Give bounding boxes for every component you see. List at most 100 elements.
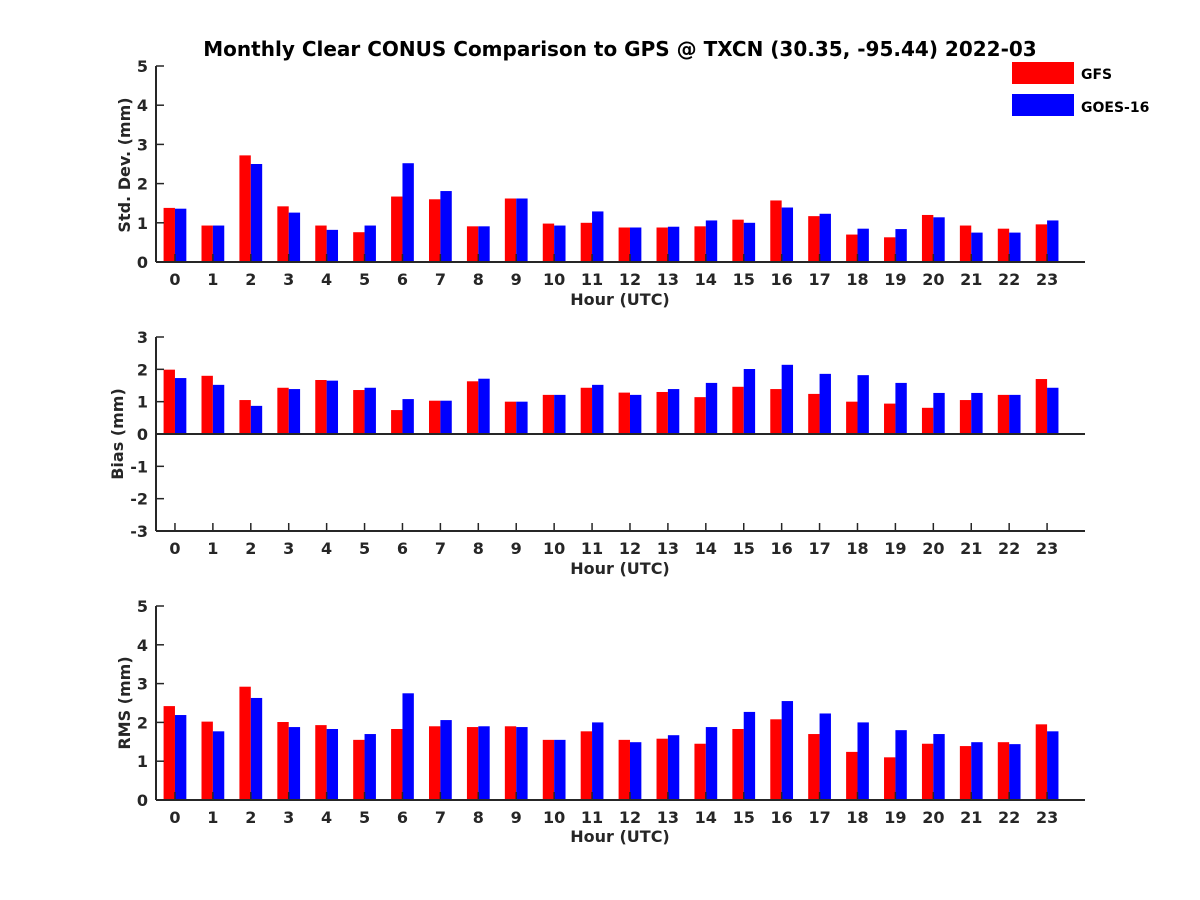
rms-bar-gfs-5: [353, 739, 365, 800]
bias-bar-goes16-5: [364, 387, 376, 434]
std-dev-bar-gfs-6: [391, 196, 403, 262]
std-dev-bar-goes16-2: [250, 164, 263, 262]
std-dev-ytick-label: 5: [137, 57, 148, 76]
std-dev-bar-goes16-1: [212, 225, 225, 262]
bias-xtick-label: 7: [435, 539, 446, 558]
std-dev-bar-goes16-0: [174, 208, 187, 262]
std-dev-bar-gfs-17: [808, 216, 820, 262]
rms-bar-gfs-11: [580, 731, 593, 800]
std-dev-bar-gfs-19: [884, 237, 896, 262]
bias-bar-gfs-3: [277, 387, 289, 434]
bias-xtick-label: 8: [473, 539, 484, 558]
std-dev-xtick-label: 6: [397, 270, 408, 289]
bias-xtick-label: 17: [808, 539, 830, 558]
std-dev-xtick-label: 8: [473, 270, 484, 289]
rms-bar-gfs-7: [429, 726, 441, 800]
std-dev-bar-goes16-14: [705, 220, 718, 262]
bias-xtick-label: 18: [846, 539, 868, 558]
bias-bar-gfs-11: [580, 387, 593, 434]
std-dev-bar-gfs-13: [656, 227, 668, 262]
rms-xtick-label: 18: [846, 808, 868, 827]
bias-xtick-label: 16: [771, 539, 793, 558]
bias-bar-gfs-23: [1035, 379, 1048, 434]
bias-bar-goes16-13: [667, 389, 680, 434]
rms-xtick-label: 10: [543, 808, 565, 827]
std-dev-bar-goes16-17: [819, 213, 831, 262]
bias-bar-gfs-12: [618, 392, 630, 434]
std-dev-xtick-label: 15: [733, 270, 755, 289]
rms-xtick-label: 5: [359, 808, 370, 827]
rms-xtick-label: 23: [1036, 808, 1058, 827]
rms-xtick-label: 11: [581, 808, 603, 827]
bias-xtick-label: 0: [169, 539, 180, 558]
bias-ytick-label: -1: [130, 457, 148, 476]
bias-xtick-label: 6: [397, 539, 408, 558]
bias-xtick-label: 19: [884, 539, 906, 558]
rms-bar-goes16-21: [971, 742, 983, 800]
bias-ytick-label: 2: [137, 360, 148, 379]
rms-xtick-label: 22: [998, 808, 1020, 827]
bias-xtick-label: 20: [922, 539, 944, 558]
bias-bar-goes16-0: [174, 378, 187, 434]
rms-bar-goes16-1: [212, 731, 225, 800]
bias-bar-goes16-14: [705, 382, 718, 434]
bias-ytick-label: 3: [137, 328, 148, 347]
rms-bar-gfs-8: [466, 727, 479, 800]
bias-xtick-label: 15: [733, 539, 755, 558]
bias-xtick-label: 13: [657, 539, 679, 558]
std-dev-bar-goes16-5: [364, 225, 376, 262]
bias-bar-goes16-4: [326, 380, 339, 434]
std-dev-bar-gfs-12: [618, 227, 630, 262]
rms-bar-gfs-19: [884, 757, 896, 800]
legend-label-goes16: GOES-16: [1081, 100, 1149, 116]
bias-xtick-label: 12: [619, 539, 641, 558]
rms-bar-goes16-7: [440, 720, 452, 800]
std-dev-bar-gfs-8: [466, 226, 479, 262]
panel-rms-xlabel: Hour (UTC): [570, 827, 670, 846]
rms-bar-goes16-22: [1009, 744, 1021, 800]
std-dev-xtick-label: 11: [581, 270, 603, 289]
std-dev-xtick-label: 2: [245, 270, 256, 289]
rms-bar-gfs-16: [770, 719, 782, 800]
std-dev-xtick-label: 17: [808, 270, 830, 289]
rms-bar-goes16-4: [326, 729, 339, 800]
bias-bar-goes16-15: [743, 369, 756, 434]
bias-bar-goes16-22: [1009, 394, 1021, 434]
std-dev-bar-goes16-16: [781, 207, 794, 262]
rms-bar-gfs-2: [239, 686, 251, 800]
rms-ytick-label: 0: [137, 791, 148, 810]
bias-bar-goes16-2: [250, 405, 263, 434]
std-dev-bar-goes16-10: [554, 225, 566, 262]
std-dev-bar-goes16-23: [1047, 220, 1059, 262]
bias-bar-goes16-16: [781, 364, 794, 434]
std-dev-xtick-label: 20: [922, 270, 944, 289]
bias-bar-gfs-13: [656, 391, 668, 434]
std-dev-xtick-label: 4: [321, 270, 332, 289]
std-dev-bar-gfs-2: [239, 155, 251, 262]
rms-bar-goes16-11: [592, 722, 604, 800]
rms-bar-goes16-2: [250, 697, 263, 800]
std-dev-ytick-label: 1: [137, 214, 148, 233]
std-dev-bar-gfs-23: [1035, 224, 1048, 262]
rms-xtick-label: 6: [397, 808, 408, 827]
bias-bar-gfs-1: [201, 375, 213, 434]
bias-xtick-label: 1: [207, 539, 218, 558]
rms-xtick-label: 1: [207, 808, 218, 827]
panel-std-dev-xlabel: Hour (UTC): [570, 290, 670, 309]
bias-bar-gfs-7: [429, 400, 441, 434]
std-dev-ytick-label: 3: [137, 135, 148, 154]
bias-xtick-label: 22: [998, 539, 1020, 558]
bias-bar-goes16-17: [819, 373, 831, 434]
rms-xtick-label: 19: [884, 808, 906, 827]
std-dev-bar-gfs-21: [959, 225, 972, 262]
std-dev-bar-gfs-20: [921, 214, 934, 262]
rms-xtick-label: 15: [733, 808, 755, 827]
rms-bar-gfs-17: [808, 734, 820, 800]
rms-bar-goes16-17: [819, 713, 831, 800]
bias-bar-goes16-7: [440, 400, 452, 434]
bias-xtick-label: 4: [321, 539, 332, 558]
rms-xtick-label: 13: [657, 808, 679, 827]
bias-ytick-label: 1: [137, 393, 148, 412]
